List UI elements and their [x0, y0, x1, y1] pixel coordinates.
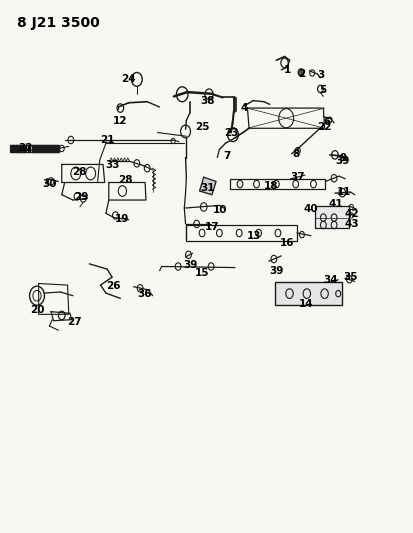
Text: 41: 41	[328, 199, 342, 209]
Bar	[186, 225, 296, 241]
Text: 4: 4	[240, 103, 247, 113]
Text: 23: 23	[224, 127, 238, 138]
Text: 30: 30	[42, 179, 57, 189]
Bar	[229, 179, 325, 189]
Polygon shape	[36, 145, 38, 152]
Circle shape	[297, 69, 303, 76]
Text: 20: 20	[30, 305, 44, 315]
Polygon shape	[15, 145, 18, 152]
Bar	[314, 217, 348, 228]
Text: 37: 37	[290, 172, 304, 182]
Text: 28: 28	[72, 167, 86, 177]
Text: 34: 34	[323, 275, 337, 285]
Text: 43: 43	[344, 219, 358, 229]
Bar	[314, 206, 348, 228]
Text: 33: 33	[105, 160, 120, 171]
Text: 3: 3	[316, 70, 323, 80]
Text: 10: 10	[212, 205, 227, 215]
Polygon shape	[56, 145, 59, 152]
Text: 39: 39	[335, 156, 349, 166]
Text: 13: 13	[247, 231, 261, 241]
Text: 32: 32	[18, 143, 33, 154]
Polygon shape	[40, 145, 43, 152]
Text: 25: 25	[195, 122, 210, 132]
Text: 24: 24	[121, 75, 135, 84]
Text: 19: 19	[115, 214, 129, 224]
Bar	[10, 145, 58, 152]
Text: 12: 12	[113, 116, 127, 126]
Text: 27: 27	[66, 317, 81, 327]
Text: 18: 18	[263, 181, 278, 191]
Text: 39: 39	[268, 266, 283, 276]
Polygon shape	[19, 145, 22, 152]
Polygon shape	[48, 145, 51, 152]
Text: 17: 17	[204, 222, 219, 232]
Text: 40: 40	[303, 204, 318, 214]
Polygon shape	[52, 145, 55, 152]
Text: 21: 21	[100, 135, 114, 145]
Text: 42: 42	[344, 209, 358, 220]
Text: 38: 38	[200, 95, 215, 106]
Text: 8 J21 3500: 8 J21 3500	[17, 15, 100, 29]
Text: 28: 28	[118, 175, 132, 185]
Polygon shape	[199, 177, 216, 195]
Text: 6: 6	[322, 117, 330, 127]
Polygon shape	[11, 145, 14, 152]
Polygon shape	[23, 145, 26, 152]
Polygon shape	[31, 145, 34, 152]
Text: 8: 8	[292, 149, 299, 159]
Bar	[274, 282, 341, 305]
Polygon shape	[27, 145, 30, 152]
Text: 9: 9	[339, 152, 346, 163]
Text: 5: 5	[318, 85, 325, 95]
Text: 2: 2	[297, 69, 305, 79]
Text: 26: 26	[105, 281, 120, 290]
Text: 11: 11	[336, 187, 350, 197]
Text: 39: 39	[183, 261, 197, 270]
Polygon shape	[44, 145, 47, 152]
Text: 15: 15	[195, 268, 209, 278]
Text: 16: 16	[280, 238, 294, 247]
Text: 22: 22	[317, 122, 331, 132]
Text: 29: 29	[74, 192, 88, 203]
Text: 36: 36	[137, 289, 151, 299]
Text: 7: 7	[223, 151, 230, 161]
Text: 35: 35	[342, 272, 357, 282]
Text: 31: 31	[200, 183, 215, 193]
Text: 14: 14	[298, 298, 313, 309]
Text: 1: 1	[283, 65, 290, 75]
